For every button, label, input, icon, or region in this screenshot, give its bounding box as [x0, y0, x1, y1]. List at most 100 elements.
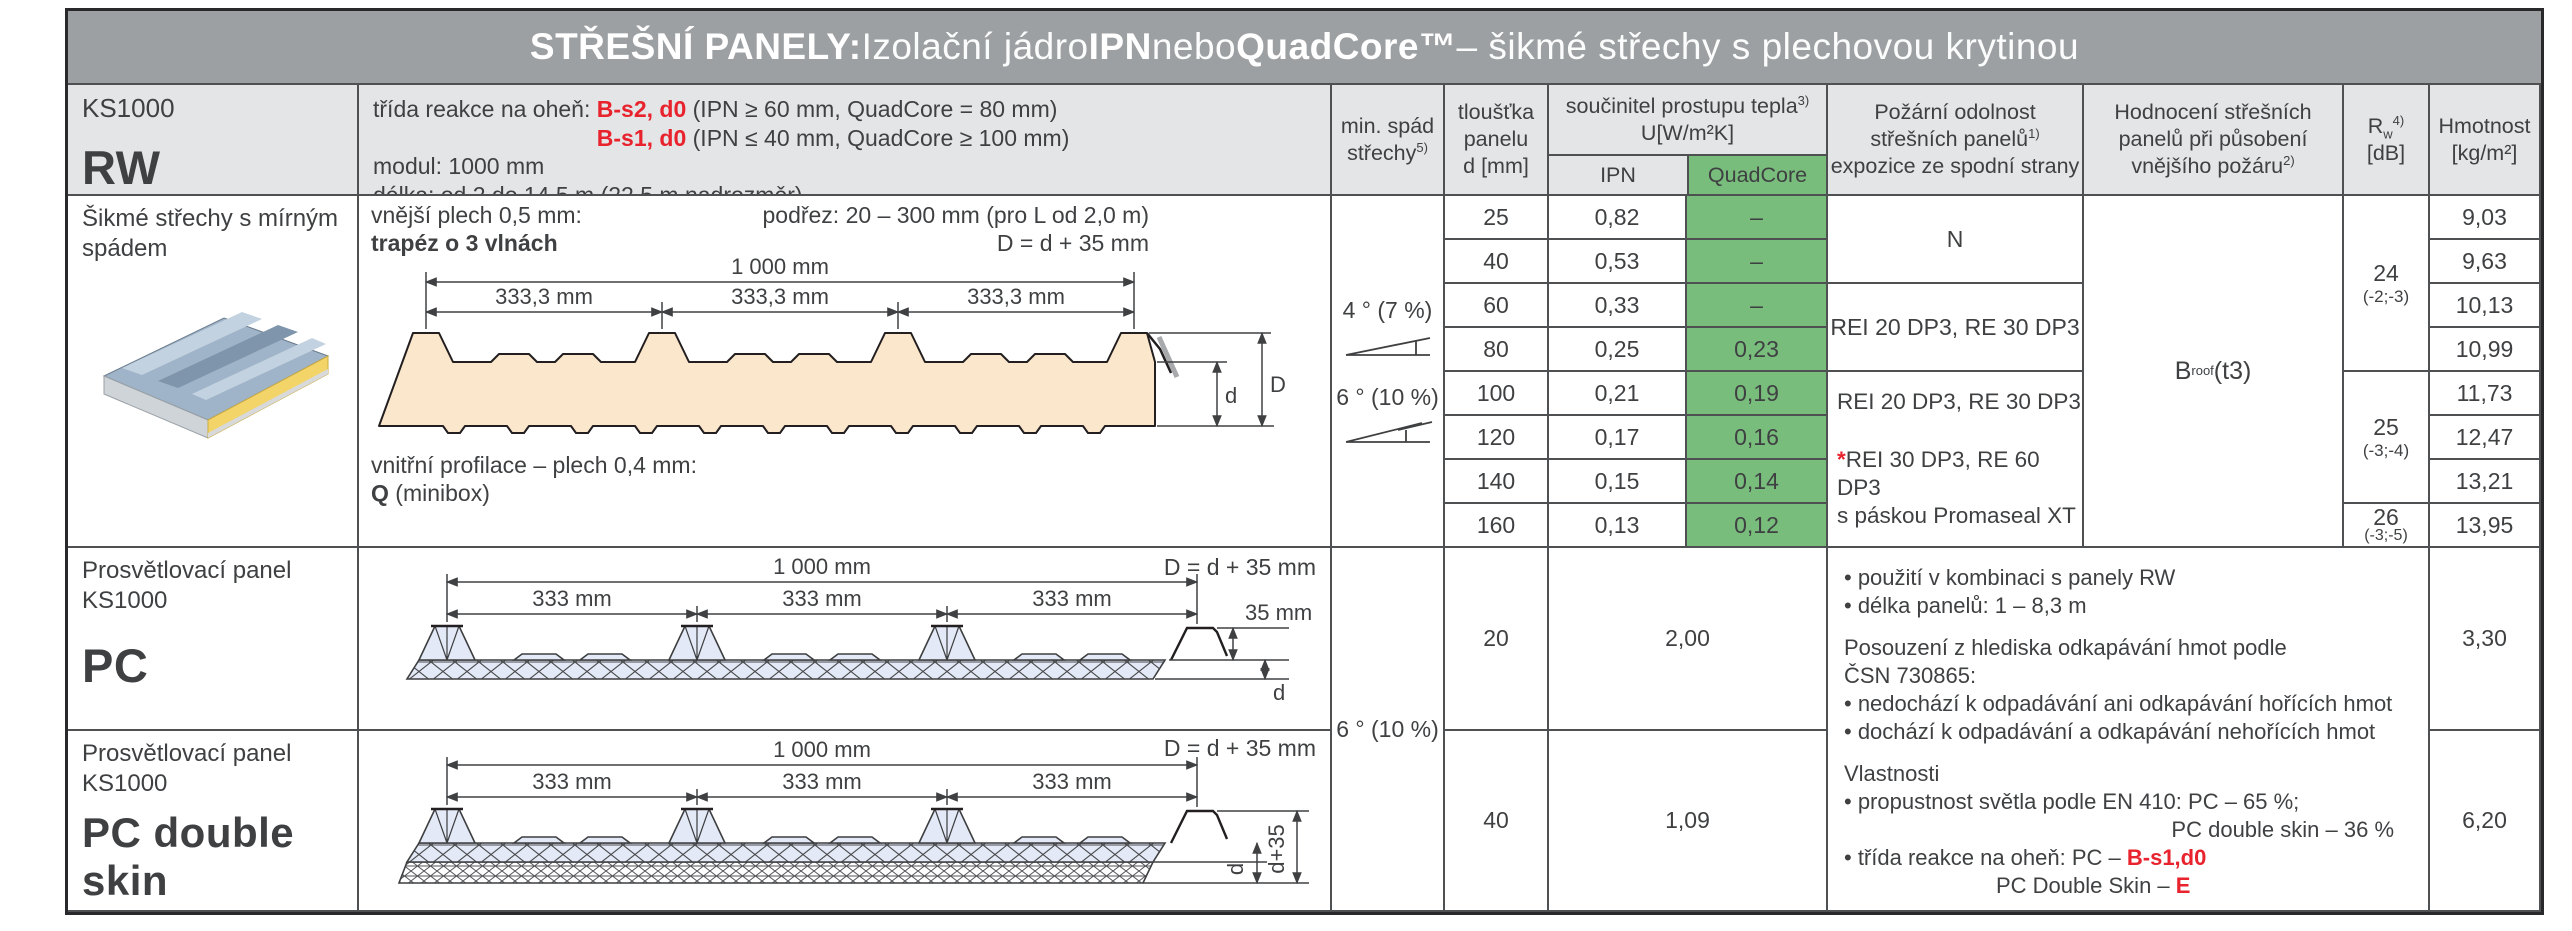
thickness-120: 120	[1445, 416, 1549, 460]
pcds-fire-class: E	[2175, 873, 2191, 898]
pcds-dim-d: d	[1223, 863, 1248, 875]
title-part-bold: STŘEŠNÍ PANELY:	[529, 26, 862, 67]
rw-acoustic-26: 26 (-3;-5)	[2344, 504, 2430, 548]
u-ipn-100: 0,21	[1549, 372, 1687, 416]
pc-row-label-cell: Prosvětlovací panel KS1000 PC	[68, 548, 359, 731]
u-ipn-40: 0,53	[1549, 240, 1687, 284]
rw-acoustic-24: 24 (-2;-3)	[2344, 196, 2430, 372]
col-header-weight: Hmotnost [kg/m²]	[2430, 85, 2541, 196]
rw-row-label-cell: Šikmé střechy s mírným spádem	[68, 196, 359, 548]
rw-min-slope-cell: 4 ° (7 %) 6 ° (10 %)	[1332, 196, 1445, 548]
spec-dash: –	[1009, 181, 1022, 196]
rw-dim-seg-1: 333,3 mm	[495, 284, 593, 309]
pc-min-slope-cell: 6 ° (10 %)	[1332, 548, 1445, 912]
thickness-40: 40	[1445, 240, 1549, 284]
rw-row-label: Šikmé střechy s mírným spádem	[82, 205, 339, 262]
thickness-80: 80	[1445, 328, 1549, 372]
product-code: KS1000	[82, 93, 175, 123]
weight-160: 13,95	[2430, 504, 2541, 548]
thickness-160: 160	[1445, 504, 1549, 548]
col-header-fire-resistance: Požární odolnost střešních panelů1) expo…	[1828, 85, 2084, 196]
pc-dim-seg-1: 333 mm	[532, 586, 611, 611]
slope-6deg-icon	[1345, 421, 1432, 443]
fire-class-value-2: B-s1, d0	[596, 124, 687, 151]
pc-dim-35: 35 mm	[1245, 600, 1312, 625]
pc-dim-seg-3: 333 mm	[1032, 586, 1111, 611]
note-length: • délka panelů: 1 – 8,3 m	[1844, 593, 2087, 618]
length-line: délka: od 2 do 14,5 m (22,5 m nadrozměr)	[373, 181, 803, 196]
pcds-row-label-cell: Prosvětlovací panel KS1000 PC double ski…	[68, 731, 359, 912]
fire-resistance-n: N	[1828, 196, 2084, 284]
pcds-dim-seg-2: 333 mm	[782, 769, 861, 794]
u-quadcore-25: –	[1687, 196, 1828, 240]
module-line: modul: 1000 mm	[373, 153, 545, 179]
rw-d-formula: D = d + 35 mm	[996, 230, 1149, 256]
pcds-weight: 6,20	[2430, 731, 2541, 912]
datasheet: STŘEŠNÍ PANELY: Izolační jádro IPN nebo …	[65, 8, 2544, 915]
u-quadcore-60: –	[1687, 284, 1828, 328]
rw-outer-sheet-profile: trapéz o 3 vlnách	[371, 230, 558, 256]
note-properties-title: Vlastnosti	[1844, 761, 1940, 786]
u-quadcore-40: –	[1687, 240, 1828, 284]
pc-dim-d: d	[1273, 680, 1285, 705]
page-title: STŘEŠNÍ PANELY: Izolační jádro IPN nebo …	[68, 11, 2541, 85]
thickness-100: 100	[1445, 372, 1549, 416]
weight-25: 9,03	[2430, 196, 2541, 240]
slope-4deg-icon	[1345, 337, 1430, 356]
u-ipn-80: 0,25	[1549, 328, 1687, 372]
pc-fire-class: B-s1,d0	[2126, 845, 2207, 870]
u-ipn-25: 0,82	[1549, 196, 1687, 240]
rw-inner-sheet-profile: Q (minibox)	[371, 480, 490, 506]
pc-u-20: 2,00	[1549, 548, 1828, 731]
col-header-external-fire-rating: Hodnocení střešních panelů při působení …	[2084, 85, 2344, 196]
thickness-60: 60	[1445, 284, 1549, 328]
fire-resistance-rei-100-160: REI 20 DP3, RE 30 DP3 *REI 30 DP3, RE 60…	[1828, 372, 2084, 548]
thickness-140: 140	[1445, 460, 1549, 504]
rw-podrez-note: podřez: 20 – 300 mm (pro L od 2,0 m)	[762, 202, 1149, 228]
u-ipn-60: 0,33	[1549, 284, 1687, 328]
pcds-profile-drawing-cell: D = d + 35 mm	[359, 731, 1332, 912]
u-quadcore-140: 0,14	[1687, 460, 1828, 504]
pcds-profile-drawing: 1 000 mm 333 mm 333 mm 333 mm d d+35	[397, 737, 1309, 885]
rw-panel-photo	[102, 312, 330, 439]
rw-profile-drawing-cell: vnější plech 0,5 mm: trapéz o 3 vlnách p…	[359, 196, 1332, 548]
u-quadcore-120: 0,16	[1687, 416, 1828, 460]
weight-140: 13,21	[2430, 460, 2541, 504]
sub-header-ipn: IPN	[1549, 156, 1689, 194]
thickness-25: 25	[1445, 196, 1549, 240]
rw-slope-6deg: 6 ° (10 %)	[1336, 384, 1439, 410]
u-ipn-120: 0,17	[1549, 416, 1687, 460]
note-combination: • použití v kombinaci s panely RW	[1844, 565, 2176, 590]
fire-resistance-rei-60-80: REI 20 DP3, RE 30 DP3	[1828, 284, 2084, 372]
pcds-thickness-40: 40	[1445, 731, 1549, 912]
rw-slope-4deg: 4 ° (7 %)	[1342, 297, 1433, 323]
rw-dim-seg-2: 333,3 mm	[731, 284, 829, 309]
rw-acoustic-25: 25 (-3;-4)	[2344, 372, 2430, 504]
u-quadcore-100: 0,19	[1687, 372, 1828, 416]
weight-40: 9,63	[2430, 240, 2541, 284]
weight-80: 10,99	[2430, 328, 2541, 372]
pcds-u-40: 1,09	[1549, 731, 1828, 912]
u-quadcore-80: 0,23	[1687, 328, 1828, 372]
pcds-dim-seg-1: 333 mm	[532, 769, 611, 794]
pc-name: PC	[82, 639, 149, 692]
fire-class-line2: třída reakce na oheň: B-s1, d0 (IPN ≤ 40…	[596, 124, 1070, 151]
fire-class-line1: třída reakce na oheň: B-s2, d0 (IPN ≥ 60…	[373, 96, 1058, 122]
product-name: RW	[82, 141, 161, 194]
rw-dim-seg-3: 333,3 mm	[967, 284, 1065, 309]
pcds-dim-total: 1 000 mm	[773, 737, 871, 762]
fire-class-value: B-s2, d0	[596, 96, 687, 122]
rw-dim-D: D	[1270, 372, 1286, 397]
pc-notes-cell: • použití v kombinaci s panely RW • délk…	[1828, 548, 2430, 912]
weight-60: 10,13	[2430, 284, 2541, 328]
weight-120: 12,47	[2430, 416, 2541, 460]
pcds-dim-seg-3: 333 mm	[1032, 769, 1111, 794]
spec-table: KS1000 RW třída reakce na oheň: B-s2, d0…	[68, 85, 2541, 912]
rw-outer-sheet-note: vnější plech 0,5 mm:	[371, 202, 582, 228]
weight-100: 11,73	[2430, 372, 2541, 416]
pc-profile-drawing-cell: D = d + 35 mm	[359, 548, 1332, 731]
product-specs-cell: třída reakce na oheň: B-s2, d0 (IPN ≥ 60…	[359, 85, 1332, 196]
col-header-min-slope: min. spád střechy5)	[1332, 85, 1445, 196]
pc-dim-total: 1 000 mm	[773, 554, 871, 579]
